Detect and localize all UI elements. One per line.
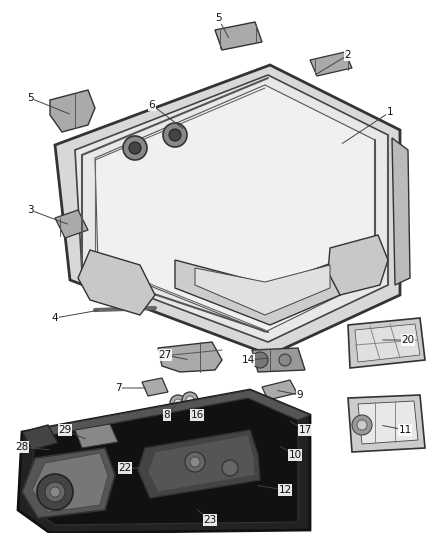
Polygon shape [328, 235, 388, 295]
Polygon shape [262, 380, 297, 400]
Polygon shape [78, 250, 155, 315]
Circle shape [37, 474, 73, 510]
Text: 17: 17 [298, 425, 311, 435]
Circle shape [170, 395, 186, 411]
Text: 9: 9 [297, 390, 303, 400]
Text: 2: 2 [345, 50, 351, 60]
Polygon shape [355, 324, 420, 362]
Polygon shape [175, 260, 340, 325]
Circle shape [352, 415, 372, 435]
Polygon shape [95, 85, 375, 332]
Polygon shape [50, 90, 95, 132]
Polygon shape [310, 52, 352, 76]
Circle shape [45, 482, 65, 502]
Polygon shape [215, 22, 262, 50]
Polygon shape [22, 448, 115, 518]
Polygon shape [55, 65, 400, 355]
Polygon shape [28, 398, 298, 525]
Polygon shape [22, 390, 310, 438]
Polygon shape [252, 348, 305, 372]
Text: 16: 16 [191, 410, 204, 420]
Circle shape [252, 352, 268, 368]
Text: 27: 27 [159, 350, 172, 360]
Polygon shape [195, 265, 330, 315]
Text: 6: 6 [148, 100, 155, 110]
Circle shape [123, 136, 147, 160]
Polygon shape [268, 436, 292, 456]
Circle shape [185, 452, 205, 472]
Polygon shape [187, 400, 193, 418]
Text: 11: 11 [399, 425, 412, 435]
Text: 5: 5 [215, 13, 221, 23]
Text: 12: 12 [279, 485, 292, 495]
Circle shape [222, 460, 238, 476]
Polygon shape [138, 430, 260, 498]
Polygon shape [142, 378, 168, 396]
Polygon shape [22, 425, 58, 450]
Circle shape [279, 354, 291, 366]
Circle shape [50, 487, 60, 497]
Polygon shape [174, 403, 182, 420]
Text: 7: 7 [115, 383, 121, 393]
Circle shape [190, 457, 200, 467]
Circle shape [163, 123, 187, 147]
Polygon shape [75, 75, 388, 342]
Polygon shape [348, 395, 425, 452]
Polygon shape [348, 318, 425, 368]
Polygon shape [358, 401, 418, 444]
Circle shape [186, 396, 194, 404]
Text: 14: 14 [241, 355, 254, 365]
Text: 3: 3 [27, 205, 33, 215]
Text: 20: 20 [402, 335, 414, 345]
Text: 1: 1 [387, 107, 393, 117]
Text: 8: 8 [164, 410, 170, 420]
Polygon shape [158, 342, 222, 372]
Text: 10: 10 [289, 450, 301, 460]
Text: 28: 28 [15, 442, 28, 452]
Circle shape [129, 142, 141, 154]
Text: 23: 23 [203, 515, 217, 525]
Polygon shape [55, 210, 88, 238]
Text: 4: 4 [52, 313, 58, 323]
Text: 29: 29 [58, 425, 72, 435]
Polygon shape [32, 453, 108, 512]
Circle shape [174, 399, 182, 407]
Text: 22: 22 [118, 463, 132, 473]
Polygon shape [18, 390, 310, 533]
Text: 5: 5 [27, 93, 33, 103]
Circle shape [169, 129, 181, 141]
Circle shape [357, 420, 367, 430]
Circle shape [271, 421, 285, 435]
Circle shape [182, 392, 198, 408]
Polygon shape [148, 435, 255, 492]
Polygon shape [392, 138, 410, 285]
Polygon shape [268, 408, 300, 442]
Polygon shape [75, 424, 118, 448]
